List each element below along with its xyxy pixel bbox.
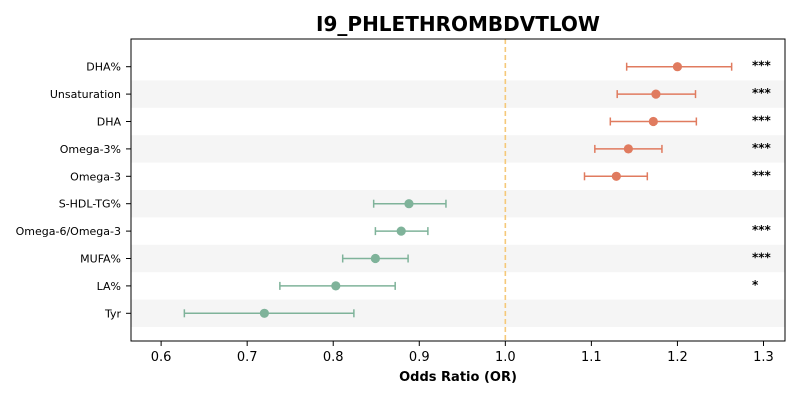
chart-title: I9_PHLETHROMBDVTLOW <box>316 12 600 36</box>
row-label: S-HDL-TG% <box>59 198 121 211</box>
or-point <box>370 253 380 264</box>
significance-marker: *** <box>752 114 772 128</box>
axes: 0.6 0.7 0.8 0.9 1.0 1.1 1.2 1.3 <box>126 38 786 365</box>
x-tick-label: 1.2 <box>667 350 688 365</box>
forest-row: DHA% *** <box>86 59 771 74</box>
x-tick-label: 0.6 <box>151 350 172 365</box>
row-band <box>131 135 785 163</box>
plot-frame <box>130 38 786 342</box>
x-tick-label: 1.3 <box>753 350 774 365</box>
row-band <box>131 244 785 273</box>
or-point <box>259 308 269 318</box>
row-bands <box>131 80 785 327</box>
or-point <box>404 199 414 209</box>
x-tick-label: 0.7 <box>237 350 258 365</box>
x-tick-label: 1.1 <box>581 350 602 365</box>
x-tick-label: 0.9 <box>409 350 430 365</box>
significance-marker: *** <box>752 168 772 182</box>
row-band <box>131 190 785 218</box>
forest-row: Omega-3% *** <box>60 141 772 156</box>
significance-marker: *** <box>752 251 772 265</box>
or-point <box>648 116 658 127</box>
or-point <box>623 144 633 154</box>
significance-marker: *** <box>752 223 772 237</box>
row-label: Omega-6/Omega-3 <box>16 225 121 238</box>
row-label: MUFA% <box>80 253 121 266</box>
significance-marker: * <box>752 278 759 292</box>
row-label: Unsaturation <box>50 88 121 101</box>
significance-marker: *** <box>752 59 772 73</box>
or-point <box>651 89 661 99</box>
forest-row: DHA *** <box>97 114 772 129</box>
or-point <box>611 171 621 181</box>
x-axis-label: Odds Ratio (OR) <box>399 370 517 385</box>
x-tick-label: 1.0 <box>495 350 516 365</box>
row-label: Tyr <box>104 307 122 320</box>
forest-row: LA% * <box>97 278 759 293</box>
row-label: Omega-3 <box>70 170 121 183</box>
forest-row: Omega-6/Omega-3 *** <box>16 223 772 238</box>
significance-marker: *** <box>752 86 772 100</box>
forest-row: S-HDL-TG% <box>59 198 447 211</box>
forest-row: Omega-3 *** <box>70 168 771 183</box>
forest-row: Unsaturation *** <box>50 86 772 101</box>
data-rows: DHA% ***Unsaturation ***DHA ***Omega-3% ***O… <box>16 59 772 321</box>
row-label: LA% <box>97 280 121 293</box>
or-point <box>672 62 683 72</box>
or-point <box>331 281 341 291</box>
or-point <box>396 226 406 236</box>
row-label: DHA% <box>86 61 121 74</box>
row-label: Omega-3% <box>60 143 121 156</box>
x-tick-label: 0.8 <box>323 350 344 365</box>
forest-row: MUFA% *** <box>80 251 771 266</box>
significance-marker: *** <box>752 141 772 155</box>
forest-row: Tyr <box>104 307 355 320</box>
row-label: DHA <box>97 116 122 129</box>
